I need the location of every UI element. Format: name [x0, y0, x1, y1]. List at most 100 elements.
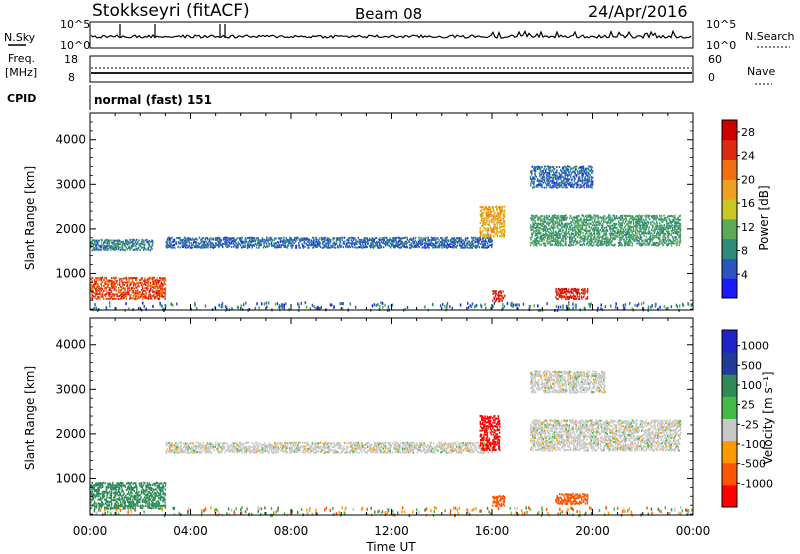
scatter-cell: [106, 245, 108, 248]
scatter-cell: [534, 178, 536, 181]
scatter-cell: [585, 224, 588, 227]
scatter-cell: [557, 182, 559, 185]
scatter-cell: [483, 245, 485, 247]
scatter-cell: [386, 242, 388, 245]
scatter-cell: [193, 240, 195, 243]
noise-cell: [267, 301, 270, 305]
scatter-cell: [147, 241, 149, 243]
scatter-cell: [227, 241, 229, 243]
noise-cell: [137, 306, 140, 310]
scatter-cell: [96, 298, 98, 300]
scatter-cell: [586, 295, 589, 298]
scatter-cell: [136, 289, 139, 292]
scatter-cell: [306, 244, 308, 247]
scatter-cell: [106, 507, 108, 510]
scatter-cell: [626, 215, 629, 218]
scatter-cell: [572, 292, 574, 295]
scatter-cell: [583, 289, 585, 292]
scatter-cell: [534, 215, 536, 218]
scatter-cell: [561, 297, 563, 300]
scatter-cell: [123, 244, 125, 247]
scatter-cell: [128, 488, 131, 491]
scatter-cell: [545, 226, 548, 229]
scatter-cell: [182, 245, 185, 248]
noise-cell: [297, 302, 299, 306]
scatter-cell: [570, 238, 572, 241]
scatter-cell: [434, 244, 436, 247]
noise-cell: [600, 303, 602, 307]
scatter-cell: [486, 242, 489, 245]
scatter-cell: [192, 244, 194, 247]
scatter-cell: [534, 234, 537, 237]
scatter-cell: [155, 279, 157, 282]
noise-cell: [119, 508, 122, 512]
scatter-cell: [194, 245, 196, 248]
scatter-cell: [619, 238, 621, 241]
scatter-cell: [493, 221, 495, 224]
scatter-cell: [175, 241, 178, 243]
noise-cell: [338, 510, 340, 514]
scatter-cell: [604, 233, 606, 236]
scatter-cell: [114, 297, 116, 300]
scatter-cell: [113, 507, 115, 510]
scatter-cell: [103, 246, 106, 249]
noise-cell: [178, 511, 180, 515]
noise-cell: [590, 302, 592, 306]
scatter-cell: [594, 236, 596, 239]
scatter-cell: [582, 228, 584, 231]
scatter-cell: [559, 230, 562, 232]
scatter-cell: [93, 248, 96, 251]
scatter-cell: [179, 246, 181, 249]
scatter-cell: [159, 279, 162, 282]
scatter-cell: [91, 249, 93, 252]
scatter-cell: [641, 214, 644, 217]
scatter-cell: [543, 178, 546, 181]
scatter-cell: [532, 186, 534, 189]
noise-cell: [104, 511, 106, 515]
scatter-cell: [606, 230, 609, 233]
scatter-cell: [122, 490, 124, 493]
scatter-cell: [380, 246, 383, 249]
scatter-cell: [219, 239, 222, 242]
scatter-cell: [410, 237, 412, 240]
scatter-cell: [559, 174, 561, 177]
scatter-cell: [423, 242, 426, 245]
scatter-cell: [122, 240, 125, 243]
scatter-cell: [323, 237, 325, 240]
scatter-cell: [104, 498, 106, 501]
scatter-cell: [495, 218, 498, 220]
scatter-cell: [671, 229, 674, 231]
scatter-cell: [589, 218, 591, 221]
noise-cell: [329, 303, 332, 307]
scatter-cell: [621, 232, 623, 235]
scatter-cell: [405, 241, 408, 243]
scatter-cell: [612, 232, 614, 235]
scatter-cell: [563, 232, 565, 234]
scatter-cell: [124, 242, 127, 245]
scatter-cell: [485, 229, 487, 232]
scatter-cell: [419, 239, 421, 242]
scatter-cell: [556, 180, 558, 183]
scatter-cell: [135, 501, 138, 504]
scatter-cell: [597, 222, 600, 225]
scatter-cell: [156, 277, 158, 280]
scatter-cell: [152, 286, 154, 288]
scatter-cell: [372, 244, 374, 247]
scatter-cell: [117, 297, 120, 300]
scatter-cell: [100, 486, 102, 489]
scatter-cell: [588, 165, 590, 168]
scatter-cell: [424, 244, 426, 247]
scatter-cell: [236, 246, 238, 249]
scatter-cell: [672, 242, 675, 245]
scatter-cell: [504, 294, 506, 297]
scatter-cell: [195, 246, 197, 249]
noise-cell: [143, 510, 145, 514]
scatter-cell: [270, 237, 273, 240]
scatter-cell: [188, 238, 190, 241]
scatter-cell: [612, 238, 614, 241]
scatter-cell: [501, 210, 503, 212]
scatter-cell: [667, 232, 669, 234]
scatter-cell: [488, 219, 491, 222]
scatter-cell: [641, 243, 644, 246]
noise-cell: [433, 506, 436, 510]
